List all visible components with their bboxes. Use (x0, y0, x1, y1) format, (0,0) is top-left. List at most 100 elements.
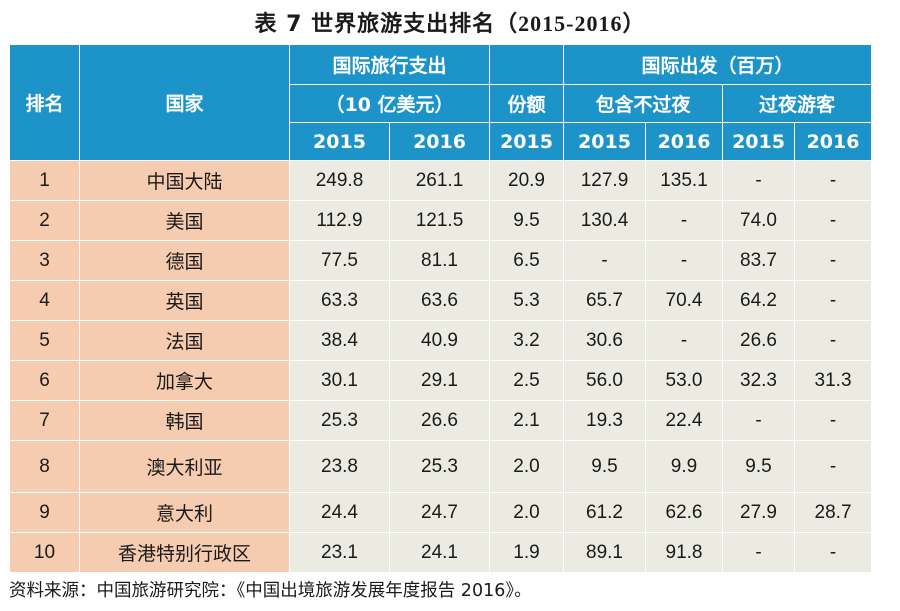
rank-cell: 8 (9, 440, 80, 493)
overnight-2015-cell: - (722, 400, 796, 441)
source-note: 资料来源：中国旅游研究院：《中国出境旅游发展年度报告 2016》。 (9, 581, 532, 601)
table-row: 8 澳大利亚 23.8 25.3 2.0 9.5 9.9 9.5- (9, 440, 873, 493)
overnight-2015-cell: 32.3 (722, 360, 796, 401)
overnight-2015-cell: 26.6 (722, 320, 796, 361)
country-cell: 中国大陆 (79, 160, 290, 201)
incl-overnight-2015-cell: 9.5 (563, 440, 647, 493)
incl-overnight-2016-cell: - (645, 320, 724, 361)
table-row: 9 意大利 24.4 24.7 2.0 61.2 62.6 27.9 28.7 (9, 492, 873, 533)
incl-overnight-2016-cell: 22.4 (645, 400, 724, 441)
overnight-2016-cell: - (794, 160, 873, 201)
overnight-2015-cell: 27.9 (722, 492, 796, 533)
incl-overnight-2015-cell: 30.6 (563, 320, 647, 361)
spending-2015-cell: 24.4 (289, 492, 390, 533)
incl-overnight-2016-cell: - (645, 200, 724, 241)
spending-2016-cell: 63.6 (388, 280, 491, 321)
share-cell: 5.3 (489, 280, 565, 321)
overnight-2015-cell: 83.7 (722, 240, 796, 281)
overnight-2016-cell: - (794, 440, 873, 493)
country-cell: 德国 (79, 240, 290, 281)
country-cell: 英国 (79, 280, 290, 321)
overnight-2015-cell: - (722, 160, 796, 201)
title-years: （2015-2016） (495, 11, 646, 36)
incl-overnight-2015-cell: - (563, 240, 647, 281)
header-year-incl-2016: 2016 (645, 122, 724, 161)
spending-2016-cell: 81.1 (388, 240, 491, 281)
spending-2015-cell: 77.5 (289, 240, 390, 281)
table-row: 4 英国 63.3 63.6 5.3 65.7 70.4 64.2- (9, 280, 873, 321)
table-title: 表 7 世界旅游支出排名（2015-2016） (0, 6, 900, 38)
overnight-2016-cell: - (794, 532, 873, 573)
incl-overnight-2015-cell: 130.4 (563, 200, 647, 241)
share-cell: 6.5 (489, 240, 565, 281)
incl-overnight-2016-cell: 9.9 (645, 440, 724, 493)
share-cell: 3.2 (489, 320, 565, 361)
incl-overnight-2015-cell: 127.9 (563, 160, 647, 201)
overnight-2016-cell: - (794, 240, 873, 281)
incl-overnight-2015-cell: 19.3 (563, 400, 647, 441)
overnight-2016-cell: - (794, 320, 873, 361)
overnight-2016-cell: - (794, 200, 873, 241)
incl-overnight-2015-cell: 65.7 (563, 280, 647, 321)
share-cell: 2.5 (489, 360, 565, 401)
header-year-overnight-2015: 2015 (722, 122, 796, 161)
incl-overnight-2016-cell: 70.4 (645, 280, 724, 321)
rank-cell: 2 (9, 200, 80, 241)
incl-overnight-2016-cell: - (645, 240, 724, 281)
country-cell: 香港特别行政区 (79, 532, 290, 573)
overnight-2015-cell: 64.2 (722, 280, 796, 321)
header-departures: 国际出发（百万） (563, 44, 873, 85)
rank-cell: 10 (9, 532, 80, 573)
incl-overnight-2015-cell: 89.1 (563, 532, 647, 573)
spending-2015-cell: 63.3 (289, 280, 390, 321)
overnight-2015-cell: 9.5 (722, 440, 796, 493)
header-incl-overnight: 包含不过夜 (563, 84, 724, 123)
table-row: 10 香港特别行政区 23.1 24.1 1.9 89.1 91.8- - (9, 532, 873, 573)
share-cell: 9.5 (489, 200, 565, 241)
spending-2016-cell: 40.9 (388, 320, 491, 361)
overnight-2015-cell: 74.0 (722, 200, 796, 241)
incl-overnight-2015-cell: 61.2 (563, 492, 647, 533)
header-year-spending-2015: 2015 (289, 122, 390, 161)
spending-2016-cell: 261.1 (388, 160, 491, 201)
spending-ranking-table: 排名 国家 国际旅行支出 国际出发（百万） （10 亿美元） 份额 包含不过夜 … (9, 44, 873, 573)
rank-cell: 6 (9, 360, 80, 401)
header-rank: 排名 (9, 44, 80, 161)
spending-2015-cell: 23.8 (289, 440, 390, 493)
incl-overnight-2016-cell: 62.6 (645, 492, 724, 533)
country-cell: 意大利 (79, 492, 290, 533)
spending-2016-cell: 24.7 (388, 492, 491, 533)
header-year-incl-2015: 2015 (563, 122, 647, 161)
spending-2015-cell: 249.8 (289, 160, 390, 201)
header-spacer (489, 44, 565, 85)
overnight-2016-cell: - (794, 400, 873, 441)
overnight-2015-cell: - (722, 532, 796, 573)
rank-cell: 4 (9, 280, 80, 321)
title-text: 表 7 世界旅游支出排名 (254, 12, 496, 37)
country-cell: 加拿大 (79, 360, 290, 401)
country-cell: 法国 (79, 320, 290, 361)
spending-2016-cell: 29.1 (388, 360, 491, 401)
spending-2016-cell: 25.3 (388, 440, 491, 493)
spending-2016-cell: 121.5 (388, 200, 491, 241)
overnight-2016-cell: 31.3 (794, 360, 873, 401)
header-spending-unit: （10 亿美元） (288, 84, 491, 123)
rank-cell: 3 (9, 240, 80, 281)
header-country: 国家 (79, 44, 290, 161)
table-row: 6 加拿大 30.1 29.1 2.5 56.0 53.0 32.3 31.3 (9, 360, 873, 401)
spending-2016-cell: 24.1 (388, 532, 491, 573)
spending-2015-cell: 23.1 (289, 532, 390, 573)
share-cell: 2.0 (489, 440, 565, 493)
overnight-2016-cell: 28.7 (794, 492, 873, 533)
country-cell: 韩国 (79, 400, 290, 441)
country-cell: 澳大利亚 (79, 440, 290, 493)
rank-cell: 7 (9, 400, 80, 441)
share-cell: 2.0 (489, 492, 565, 533)
rank-cell: 9 (9, 492, 80, 533)
spending-2016-cell: 26.6 (388, 400, 491, 441)
spending-2015-cell: 38.4 (289, 320, 390, 361)
rank-cell: 1 (9, 160, 80, 201)
country-cell: 美国 (79, 200, 290, 241)
incl-overnight-2016-cell: 53.0 (645, 360, 724, 401)
header-year-overnight-2016: 2016 (794, 122, 873, 161)
